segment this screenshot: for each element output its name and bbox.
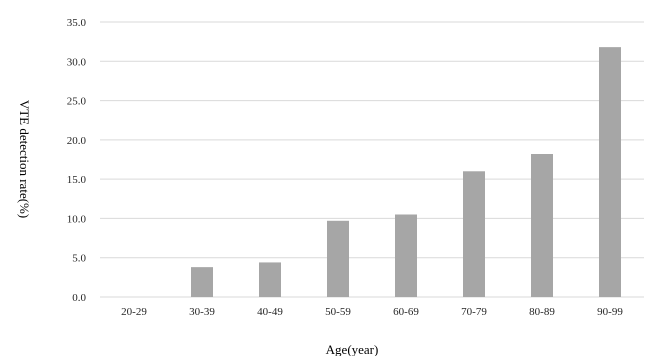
y-tick-label: 0.0 xyxy=(72,292,86,304)
bars xyxy=(191,47,621,298)
bar-70-79 xyxy=(463,171,485,297)
y-tick-label: 15.0 xyxy=(67,174,87,186)
bar-60-69 xyxy=(395,214,417,297)
y-tick-label: 30.0 xyxy=(67,56,87,68)
x-tick-label: 20-29 xyxy=(121,306,147,318)
y-axis-title: VTE detection rate(%) xyxy=(17,100,32,218)
x-tick-label: 50-59 xyxy=(325,306,351,318)
y-tick-label: 25.0 xyxy=(67,96,87,108)
x-tick-label: 60-69 xyxy=(393,306,419,318)
y-tick-label: 10.0 xyxy=(67,213,87,225)
bar-80-89 xyxy=(531,154,553,297)
x-tick-label: 80-89 xyxy=(529,306,555,318)
gridlines xyxy=(100,21,644,298)
y-axis-ticks: 0.0 5.0 10.0 15.0 20.0 25.0 30.0 35.0 xyxy=(67,17,87,304)
x-tick-label: 90-99 xyxy=(597,306,623,318)
x-tick-label: 70-79 xyxy=(461,306,487,318)
x-axis-ticks: 20-29 30-39 40-49 50-59 60-69 70-79 80-89 90-99 xyxy=(121,306,623,318)
x-axis-title: Age(year) xyxy=(326,342,379,356)
y-tick-label: 5.0 xyxy=(72,253,86,265)
x-tick-label: 30-39 xyxy=(189,306,215,318)
bar-50-59 xyxy=(327,220,349,297)
y-tick-label: 20.0 xyxy=(67,135,87,147)
x-tick-label: 40-49 xyxy=(257,306,283,318)
bar-30-39 xyxy=(191,267,213,297)
y-tick-label: 35.0 xyxy=(67,17,87,29)
bar-90-99 xyxy=(599,47,621,298)
bar-40-49 xyxy=(259,262,281,297)
